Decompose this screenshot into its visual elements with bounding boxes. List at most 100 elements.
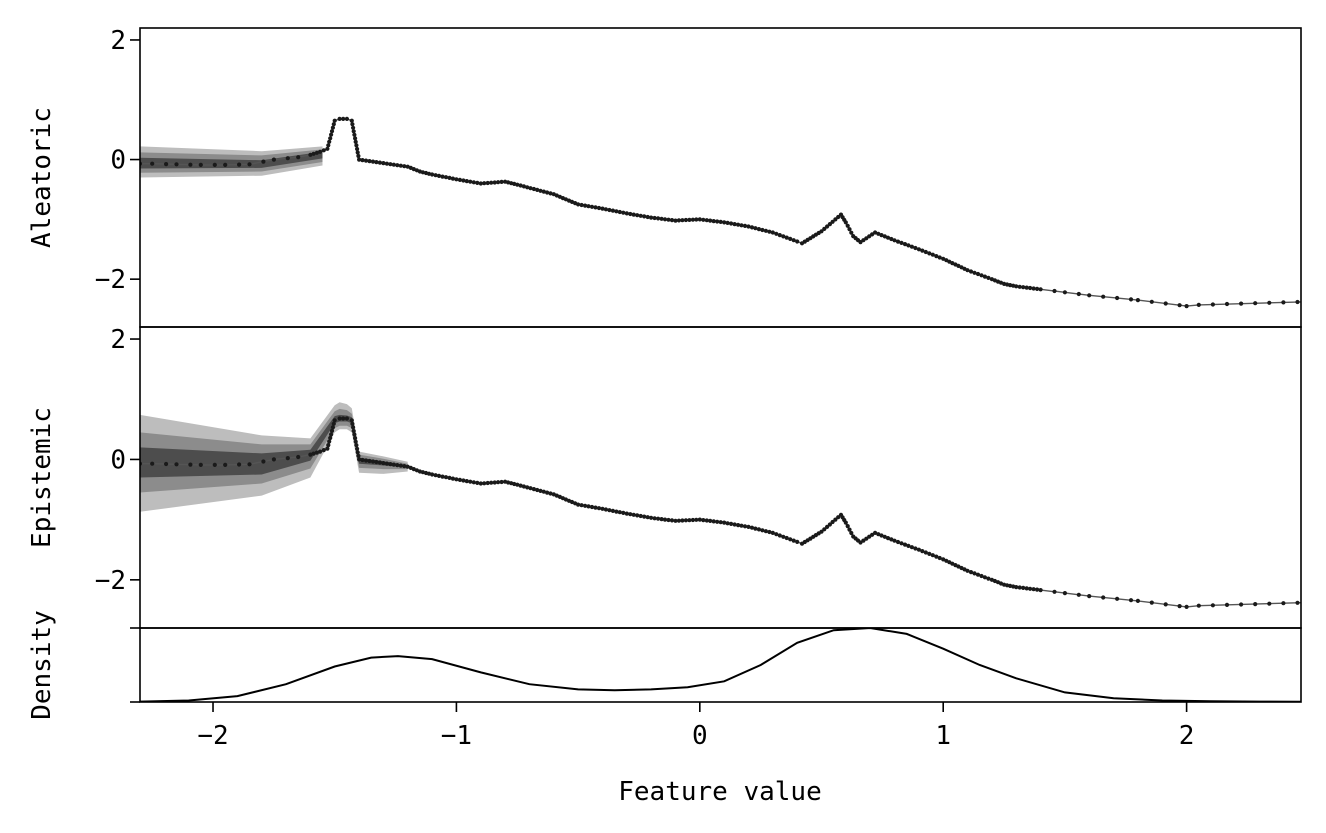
panel-1: −2 0 2 Epistemic [27, 325, 1302, 629]
data-point [1196, 302, 1201, 307]
data-point [781, 234, 786, 239]
data-point [937, 555, 942, 561]
x-tick-label: −1 [441, 721, 472, 751]
data-point [535, 487, 540, 493]
data-point [873, 530, 878, 536]
data-point [499, 179, 504, 184]
data-point [188, 162, 193, 167]
data-point [1184, 304, 1189, 309]
data-point [927, 251, 932, 256]
data-point [770, 530, 775, 536]
data-point [704, 218, 709, 223]
data-point [986, 576, 991, 581]
data-point [791, 238, 796, 243]
data-point [478, 181, 483, 186]
data-point [624, 211, 629, 216]
data-point [885, 235, 891, 240]
data-point [972, 571, 977, 576]
data-point [363, 158, 369, 163]
y-tick-label: 0 [110, 445, 126, 475]
data-point [876, 231, 881, 236]
data-point [318, 449, 323, 454]
data-point [1101, 595, 1106, 600]
data-point [711, 519, 716, 524]
data-point [461, 478, 466, 483]
data-point [774, 231, 779, 236]
data-point [589, 504, 595, 510]
data-point [164, 162, 169, 167]
data-point [836, 214, 841, 220]
data-point [489, 180, 494, 185]
data-point [311, 451, 316, 456]
data-point [965, 568, 970, 573]
data-point [596, 205, 602, 211]
plot-area-2 [140, 628, 1301, 702]
data-point [482, 181, 487, 186]
data-point [589, 204, 595, 209]
data-point [344, 416, 349, 421]
y-axis-label: Epistemic [27, 407, 57, 548]
data-point [982, 575, 988, 580]
data-point [328, 435, 333, 441]
x-tick-label: 0 [692, 721, 708, 751]
data-point [447, 475, 452, 480]
data-point [308, 152, 313, 157]
data-point [525, 485, 530, 490]
data-point [485, 480, 490, 486]
panel-2: Density [27, 610, 1302, 720]
data-point [492, 180, 497, 185]
data-point [902, 242, 908, 247]
data-point [617, 510, 622, 515]
data-point [381, 161, 386, 166]
data-point [531, 487, 537, 492]
data-point [687, 518, 692, 523]
data-point [579, 202, 584, 208]
data-point [603, 207, 609, 212]
data-point [1177, 303, 1182, 308]
data-point [934, 254, 939, 259]
data-point [261, 159, 266, 164]
data-point [718, 219, 723, 224]
data-point [767, 229, 772, 234]
data-point [937, 255, 942, 260]
data-point [715, 519, 720, 524]
data-point [350, 421, 355, 426]
data-point [1038, 287, 1043, 292]
data-point [545, 490, 550, 495]
data-point [1267, 300, 1272, 305]
data-point [607, 207, 612, 213]
data-point [899, 541, 904, 546]
data-point [450, 176, 455, 181]
data-point [457, 177, 462, 182]
data-point [326, 443, 331, 448]
x-tick-label: 1 [935, 721, 951, 751]
data-point [331, 122, 336, 127]
data-point [930, 553, 935, 558]
data-point [370, 459, 376, 464]
data-point [328, 136, 333, 141]
data-point [325, 446, 330, 451]
data-point [576, 502, 581, 507]
data-point [1021, 585, 1026, 591]
data-point [736, 222, 741, 227]
data-point [326, 143, 331, 148]
data-point [576, 202, 581, 207]
data-point [892, 538, 897, 543]
data-point [545, 190, 550, 195]
data-point [1035, 286, 1040, 291]
data-point [889, 537, 894, 542]
data-point [795, 539, 800, 545]
data-point [683, 217, 689, 223]
data-point [150, 161, 155, 166]
data-point [1128, 598, 1134, 603]
y-tick-label: 2 [110, 325, 126, 355]
data-point [600, 206, 605, 211]
data-point [586, 504, 591, 509]
data-point [749, 225, 755, 230]
data-point [708, 518, 713, 524]
data-point [198, 162, 203, 167]
data-point [836, 515, 841, 520]
data-point [583, 203, 588, 208]
series-line [140, 118, 1301, 307]
data-point [763, 228, 769, 233]
